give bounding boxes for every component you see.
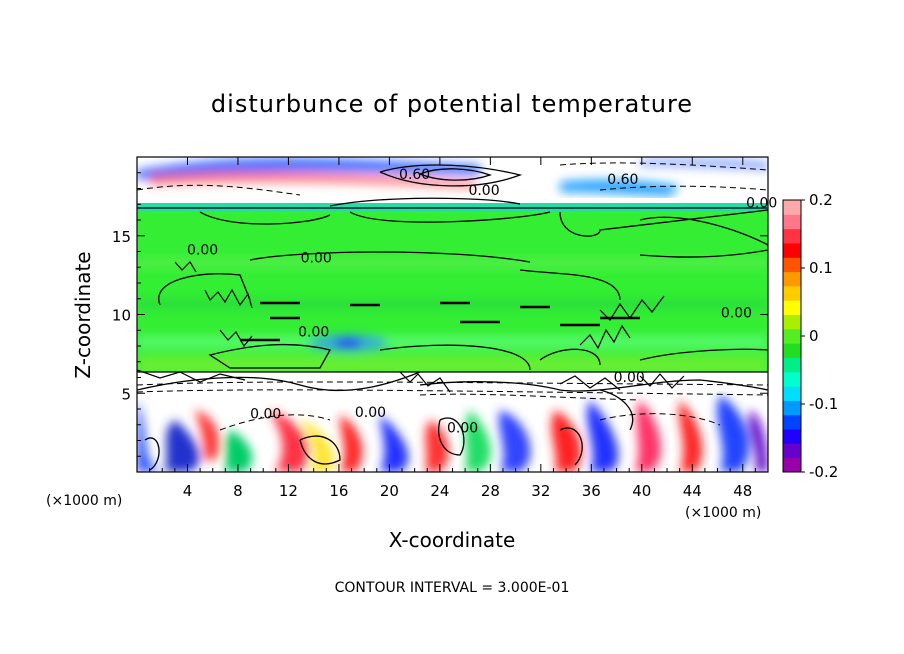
colorbar-cell bbox=[783, 285, 801, 301]
contour-label: 0.00 bbox=[468, 183, 499, 199]
y-tick-label: 5 bbox=[121, 385, 131, 403]
contour-label: 0.60 bbox=[607, 172, 638, 188]
colorbar-cell bbox=[783, 271, 801, 287]
colorbar-cell bbox=[783, 386, 801, 401]
colorbar-cell bbox=[783, 371, 801, 387]
contour-label: 0.00 bbox=[301, 251, 332, 267]
colorbar: 0.2 0.1 0 -0.1 -0.2 bbox=[782, 191, 838, 481]
y-axis-label: Z-coordinate bbox=[71, 251, 95, 378]
colorbar-cell bbox=[783, 300, 801, 316]
dashed-contours bbox=[137, 162, 768, 431]
contour-label: 0.00 bbox=[447, 421, 478, 437]
colorbar-tick-label: 0.2 bbox=[809, 191, 833, 209]
contour-label: 0.00 bbox=[721, 306, 752, 322]
x-tick-label: 24 bbox=[430, 482, 449, 500]
colorbar-cell bbox=[783, 400, 801, 416]
cyan-layer bbox=[137, 203, 768, 211]
x-tick-label: 28 bbox=[481, 482, 500, 500]
colorbar-cell bbox=[783, 314, 801, 330]
contour-labels: 0.00 0.00 0.00 0.00 0.60 0.60 0.00 0.00 0.00 0.00… bbox=[187, 167, 777, 437]
colorbar-cell bbox=[783, 457, 801, 473]
contour-label: 0.60 bbox=[399, 167, 430, 183]
colorbar-cell bbox=[783, 257, 801, 273]
contour-clusters bbox=[137, 261, 685, 393]
colorbar-cell bbox=[783, 242, 801, 258]
colorbar-cell bbox=[783, 343, 801, 358]
colorbar-cell bbox=[783, 328, 801, 344]
x-tick-label: 16 bbox=[329, 482, 348, 500]
contour-label: 0.00 bbox=[355, 405, 386, 421]
y-tick-label: 10 bbox=[112, 307, 131, 325]
x-tick-label: 36 bbox=[582, 482, 601, 500]
colorbar-ticks: 0.2 0.1 0 -0.1 -0.2 bbox=[801, 191, 838, 481]
x-tick-label: 44 bbox=[683, 482, 702, 500]
x-unit-left: (×1000 m) bbox=[46, 493, 122, 509]
colorbar-tick-label: -0.1 bbox=[809, 395, 838, 413]
colorbar-tick-label: 0 bbox=[809, 327, 819, 345]
thin-band-contours bbox=[240, 301, 640, 342]
colorbar-cell bbox=[783, 200, 801, 215]
contour-interval-note: CONTOUR INTERVAL = 3.000E-01 bbox=[335, 580, 570, 596]
colorbar-cell bbox=[783, 357, 801, 373]
plot-area bbox=[137, 157, 768, 472]
y-tick-label: 15 bbox=[112, 228, 131, 246]
contour-label: 0.00 bbox=[746, 195, 777, 211]
colorbar-tick-label: -0.2 bbox=[809, 463, 838, 481]
x-tick-label: 40 bbox=[632, 482, 651, 500]
x-axis-label: X-coordinate bbox=[389, 528, 516, 552]
x-tick-label: 12 bbox=[279, 482, 298, 500]
x-tick-label: 8 bbox=[233, 482, 243, 500]
colorbar-cell bbox=[783, 214, 801, 230]
contour-label: 0.00 bbox=[614, 370, 645, 386]
chart-title: disturbunce of potential temperature bbox=[211, 90, 693, 118]
colorbar-cell bbox=[783, 414, 801, 430]
upper-band-colors bbox=[137, 158, 768, 196]
x-tick-label: 4 bbox=[183, 482, 193, 500]
colorbar-cells bbox=[783, 200, 801, 473]
y-axis-ticks: 5 10 15 bbox=[112, 172, 768, 457]
contour-label: 0.00 bbox=[298, 325, 329, 341]
colorbar-cell bbox=[783, 429, 801, 444]
x-tick-label: 32 bbox=[531, 482, 550, 500]
colorbar-tick-label: 0.1 bbox=[809, 259, 833, 277]
contour-label: 0.00 bbox=[250, 406, 281, 422]
colorbar-cell bbox=[783, 443, 801, 459]
colorbar-cell bbox=[783, 228, 801, 244]
contour-label: 0.00 bbox=[187, 243, 218, 259]
x-tick-label: 48 bbox=[733, 482, 752, 500]
x-unit-right: (×1000 m) bbox=[685, 505, 761, 521]
x-axis-ticks: 4 8 12 16 20 24 28 32 36 40 44 48 bbox=[149, 157, 756, 500]
convection-colors bbox=[137, 395, 768, 472]
x-tick-label: 20 bbox=[380, 482, 399, 500]
